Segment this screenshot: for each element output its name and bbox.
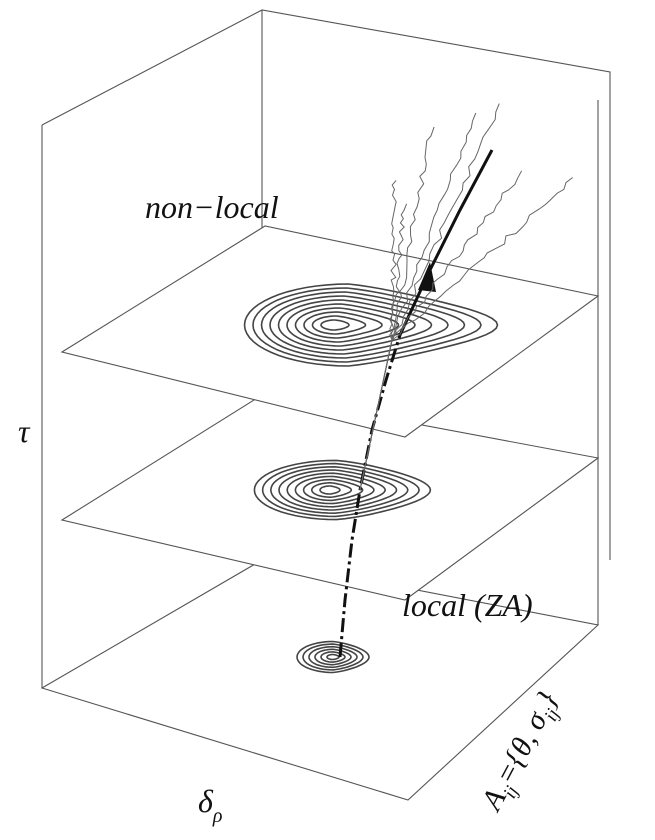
delta-label: δρ [198, 783, 222, 827]
non-local-label: non−local [145, 189, 279, 225]
delta-symbol: δ [198, 783, 214, 819]
top-plane [62, 226, 598, 437]
tau-label: τ [18, 413, 31, 449]
delta-subscript: ρ [212, 805, 223, 827]
diagram: non−local local (ZA) τ δρ Aij={θ, σij} [0, 0, 655, 840]
local-label: local (ZA) [402, 587, 533, 623]
